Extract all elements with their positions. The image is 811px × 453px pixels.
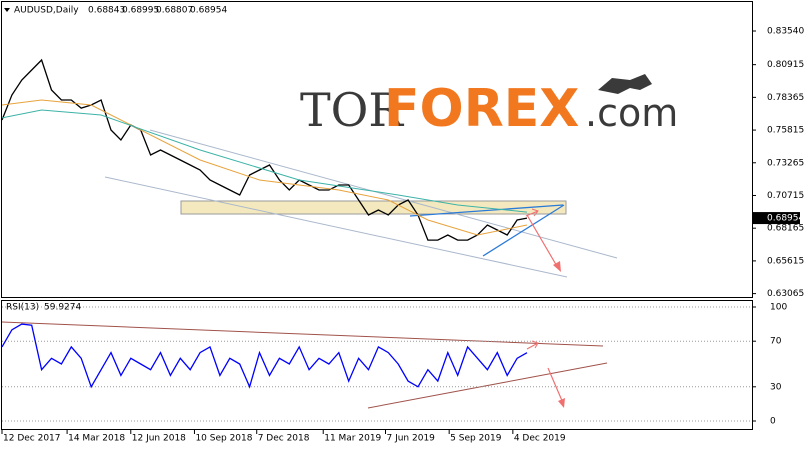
price-label: 0.68954: [767, 214, 804, 224]
y-tick-label: 0.78365: [767, 93, 804, 103]
y-tick-label: 0.80915: [767, 60, 804, 70]
series-line: [1, 58, 528, 241]
rsi-panel: [1, 300, 753, 430]
x-tick-label: 7 Jun 2019: [386, 434, 435, 444]
rsi-trend-line: [367, 362, 608, 409]
series-line: [1, 109, 528, 213]
logo-icon: [598, 74, 652, 94]
rsi-title: RSI(13): [6, 303, 39, 313]
y-tick-label: 0.70715: [767, 191, 804, 201]
x-tick-label: 12 Jun 2018: [132, 434, 186, 444]
ohlc-value: 0.68843: [88, 6, 125, 16]
y-tick-label: 0.68165: [767, 224, 804, 234]
channel-line: [104, 176, 568, 278]
y-tick-label: 0.73265: [767, 158, 804, 168]
x-tick-label: 4 Dec 2019: [514, 434, 566, 444]
ohlc-value: 0.68954: [190, 6, 227, 16]
price-panel: [1, 1, 753, 298]
resistance-zone: [180, 200, 567, 215]
logo-part: .com: [585, 91, 678, 135]
logo-part: TOR: [300, 83, 404, 137]
x-tick-label: 11 Mar 2019: [324, 434, 381, 444]
triangle-line: [409, 204, 564, 217]
ohlc-value: 0.68995: [122, 6, 159, 16]
ohlc-value: 0.68807: [156, 6, 193, 16]
arrow: [525, 208, 539, 217]
series-line: [1, 323, 528, 389]
triangle-line: [482, 204, 565, 257]
y-tick-label: 0.65615: [767, 256, 804, 266]
rsi-trend-line: [1, 321, 604, 347]
arrow-head: [558, 398, 565, 408]
y-tick-label: 100: [770, 303, 787, 313]
x-tick-label: 7 Dec 2018: [258, 434, 310, 444]
x-tick-label: 5 Sep 2019: [450, 434, 502, 444]
logo-part: FOREX: [384, 79, 579, 139]
y-tick-label: 30: [770, 382, 782, 392]
y-tick-label: 0: [770, 417, 776, 427]
symbol: AUDUSD,Daily: [14, 6, 79, 16]
arrow-head: [553, 261, 561, 272]
x-tick-label: 10 Sep 2018: [195, 434, 252, 444]
y-tick-label: 0.63065: [767, 289, 804, 299]
x-tick-label: 12 Dec 2017: [3, 434, 61, 444]
series-line: [1, 99, 528, 236]
price-marker: [752, 212, 800, 225]
x-tick-label: 14 Mar 2018: [68, 434, 125, 444]
y-tick-label: 0.83540: [767, 26, 804, 36]
arrow: [547, 367, 564, 404]
y-tick-label: 70: [770, 337, 782, 347]
y-tick-label: 0.75815: [767, 126, 804, 136]
arrow: [526, 214, 559, 269]
header-icon: [4, 8, 10, 12]
